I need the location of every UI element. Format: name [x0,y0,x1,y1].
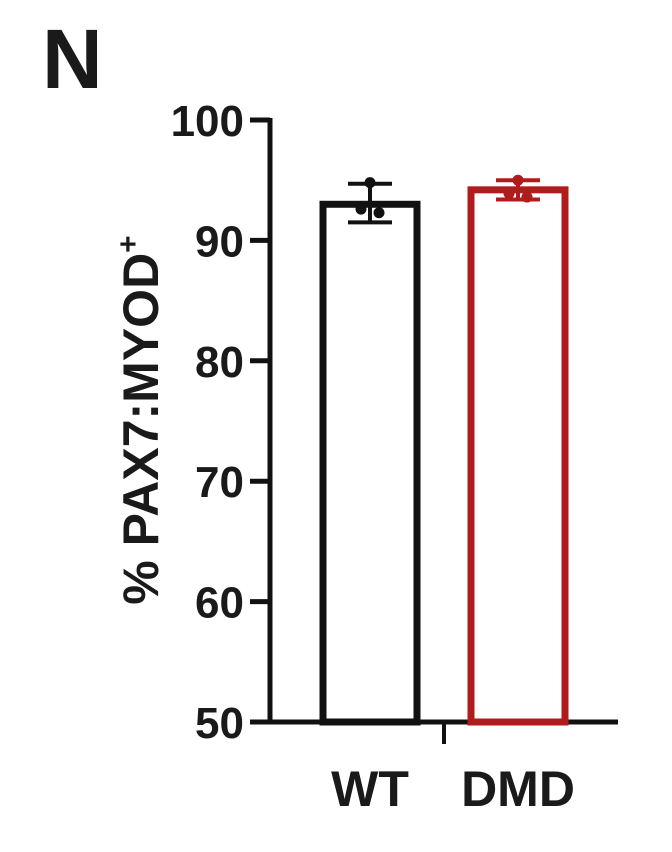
bar-dmd [467,186,569,726]
svg-text:% PAX7:MYOD+: % PAX7:MYOD+ [112,235,169,604]
y-axis-label-superscript: + [112,235,145,253]
panel-label: N [42,12,103,106]
y-tick-label: 70 [195,458,244,507]
data-point [355,203,367,215]
y-tick-label: 60 [195,579,244,628]
data-point [512,174,524,186]
data-point [503,187,515,199]
y-ticks: 50 60 70 80 90 100 [171,97,270,748]
data-point [521,191,533,203]
bars [319,174,569,726]
y-tick-label: 90 [195,217,244,266]
x-tick-labels: WT DMD [331,761,575,817]
y-tick-label: 50 [195,699,244,748]
y-tick-label: 100 [171,97,244,146]
bar-wt [319,200,421,726]
y-tick-label: 80 [195,338,244,387]
y-axis-label: % PAX7:MYOD [113,253,169,605]
y-axis-title: % PAX7:MYOD+ [112,235,169,604]
x-tick-label-dmd: DMD [461,761,575,817]
data-point [373,207,385,219]
x-tick-label-wt: WT [331,761,409,817]
data-point [364,177,376,189]
